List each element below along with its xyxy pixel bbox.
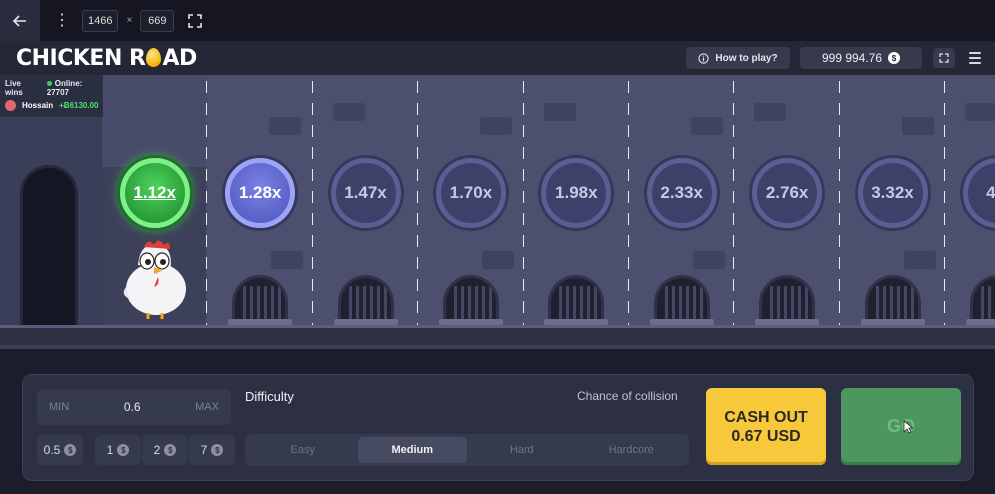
more-options-icon[interactable]: ⋮ (54, 11, 70, 29)
dimension-separator: × (126, 15, 133, 26)
difficulty-hardcore[interactable]: Hardcore (608, 444, 654, 456)
multiplier-coin: 1.12x (119, 158, 190, 228)
quick-bet-1[interactable]: 1 $ (95, 435, 141, 465)
sewer-grate (438, 275, 503, 327)
road-edge (0, 325, 995, 345)
egg-icon (146, 47, 162, 67)
wall-brick (754, 103, 787, 121)
balance-value: 999 994.76 (821, 51, 883, 65)
back-button[interactable] (0, 0, 40, 41)
bet-value[interactable]: 0.6 (123, 400, 141, 414)
multiplier-coin: 1.70x (435, 158, 506, 228)
menu-button[interactable] (966, 50, 984, 66)
start-door (20, 165, 78, 327)
wall-brick (901, 117, 934, 135)
sewer-grate (649, 275, 714, 327)
menu-icon (969, 52, 981, 54)
difficulty-medium[interactable]: Medium (357, 437, 467, 463)
control-panel: MIN 0.6 MAX 0.5 $ 1 $ 2 $ 7 $ Difficulty Cha… (22, 374, 974, 481)
dollar-coin-icon: $ (888, 52, 901, 64)
multiplier-coin: 1.47x (330, 158, 401, 228)
cash-out-amount: 0.67 USD (731, 427, 801, 445)
collision-chance-label: Chance of collision (577, 389, 678, 403)
max-bet-button[interactable]: MAX (195, 401, 219, 413)
wall-brick (543, 103, 576, 121)
game-logo: CHICKEN R AD (16, 45, 197, 71)
dollar-coin-icon: $ (211, 444, 224, 456)
difficulty-label: Difficulty (245, 389, 294, 404)
min-bet-button[interactable]: MIN (49, 401, 70, 413)
width-input[interactable]: 1466 (82, 9, 119, 32)
sewer-grate (755, 275, 820, 327)
chicken-character (123, 240, 186, 319)
sewer-grate (333, 275, 398, 327)
dollar-coin-icon: $ (117, 444, 130, 456)
online-dot-icon (46, 81, 52, 86)
wall-brick (482, 251, 515, 269)
mouse-cursor-icon (903, 420, 913, 434)
avatar (5, 100, 16, 111)
bet-amount-input[interactable]: MIN 0.6 MAX (37, 389, 231, 425)
cash-out-label: CASH OUT (724, 408, 808, 426)
difficulty-hard[interactable]: Hard (509, 444, 534, 456)
multiplier-coin: 2.33x (646, 158, 717, 228)
wall-brick (691, 117, 723, 135)
multiplier-coin: 2.76x (752, 158, 823, 228)
arrow-left-icon (13, 14, 26, 27)
road-shadow (0, 345, 995, 349)
quick-bet-2[interactable]: 2 $ (142, 435, 188, 465)
wall-brick (693, 251, 725, 269)
sewer-grate (544, 275, 609, 327)
wall-brick (903, 251, 936, 269)
go-button[interactable]: GO (841, 388, 961, 465)
game-scene: 1.12x 1.28x 1.47x 1.70x 1.98x 2.33x 2.76x 3.32x… (0, 75, 995, 345)
wall-brick (269, 117, 302, 135)
quick-bet-3[interactable]: 7 $ (189, 435, 235, 465)
game-header: CHICKEN R AD How to play? 999 994.76 $ (0, 41, 995, 75)
dollar-coin-icon: $ (164, 444, 177, 456)
wall-brick (271, 251, 304, 269)
live-wins-panel: Live wins Online: 27707 Hossain +Ƀ6130.0… (0, 75, 103, 117)
how-to-play-label: How to play? (715, 52, 778, 64)
cash-out-button[interactable]: CASH OUT 0.67 USD (706, 388, 826, 465)
difficulty-easy[interactable]: Easy (290, 444, 315, 456)
difficulty-selector: Easy Medium Hard Hardcore (245, 434, 689, 466)
device-toolbar: ⋮ 1466 × 669 (0, 0, 995, 41)
info-icon (698, 52, 710, 64)
wall-brick (332, 103, 365, 121)
multiplier-coin: 1.28x (225, 158, 296, 228)
fit-to-window-icon[interactable] (188, 13, 203, 28)
fullscreen-button[interactable] (933, 48, 955, 68)
height-input[interactable]: 669 (140, 9, 175, 32)
sewer-grate (228, 275, 293, 327)
dollar-coin-icon: $ (64, 444, 77, 456)
winner-name: Hossain (22, 101, 54, 110)
sewer-grate (860, 275, 925, 327)
wall-brick (965, 103, 995, 121)
online-count: Online: 27707 (46, 79, 83, 97)
balance-display: 999 994.76 $ (800, 47, 922, 69)
quick-bet-0[interactable]: 0.5 $ (37, 435, 83, 465)
how-to-play-button[interactable]: How to play? (686, 47, 790, 69)
sewer-grate (965, 275, 995, 327)
live-wins-label: Live wins (5, 79, 23, 97)
multiplier-coin: 3.32x (857, 158, 928, 228)
multiplier-coin: 1.98x (541, 158, 612, 228)
expand-icon (939, 53, 949, 63)
wall-brick (480, 117, 513, 135)
winner-amount: +Ƀ6130.00 (59, 101, 99, 110)
